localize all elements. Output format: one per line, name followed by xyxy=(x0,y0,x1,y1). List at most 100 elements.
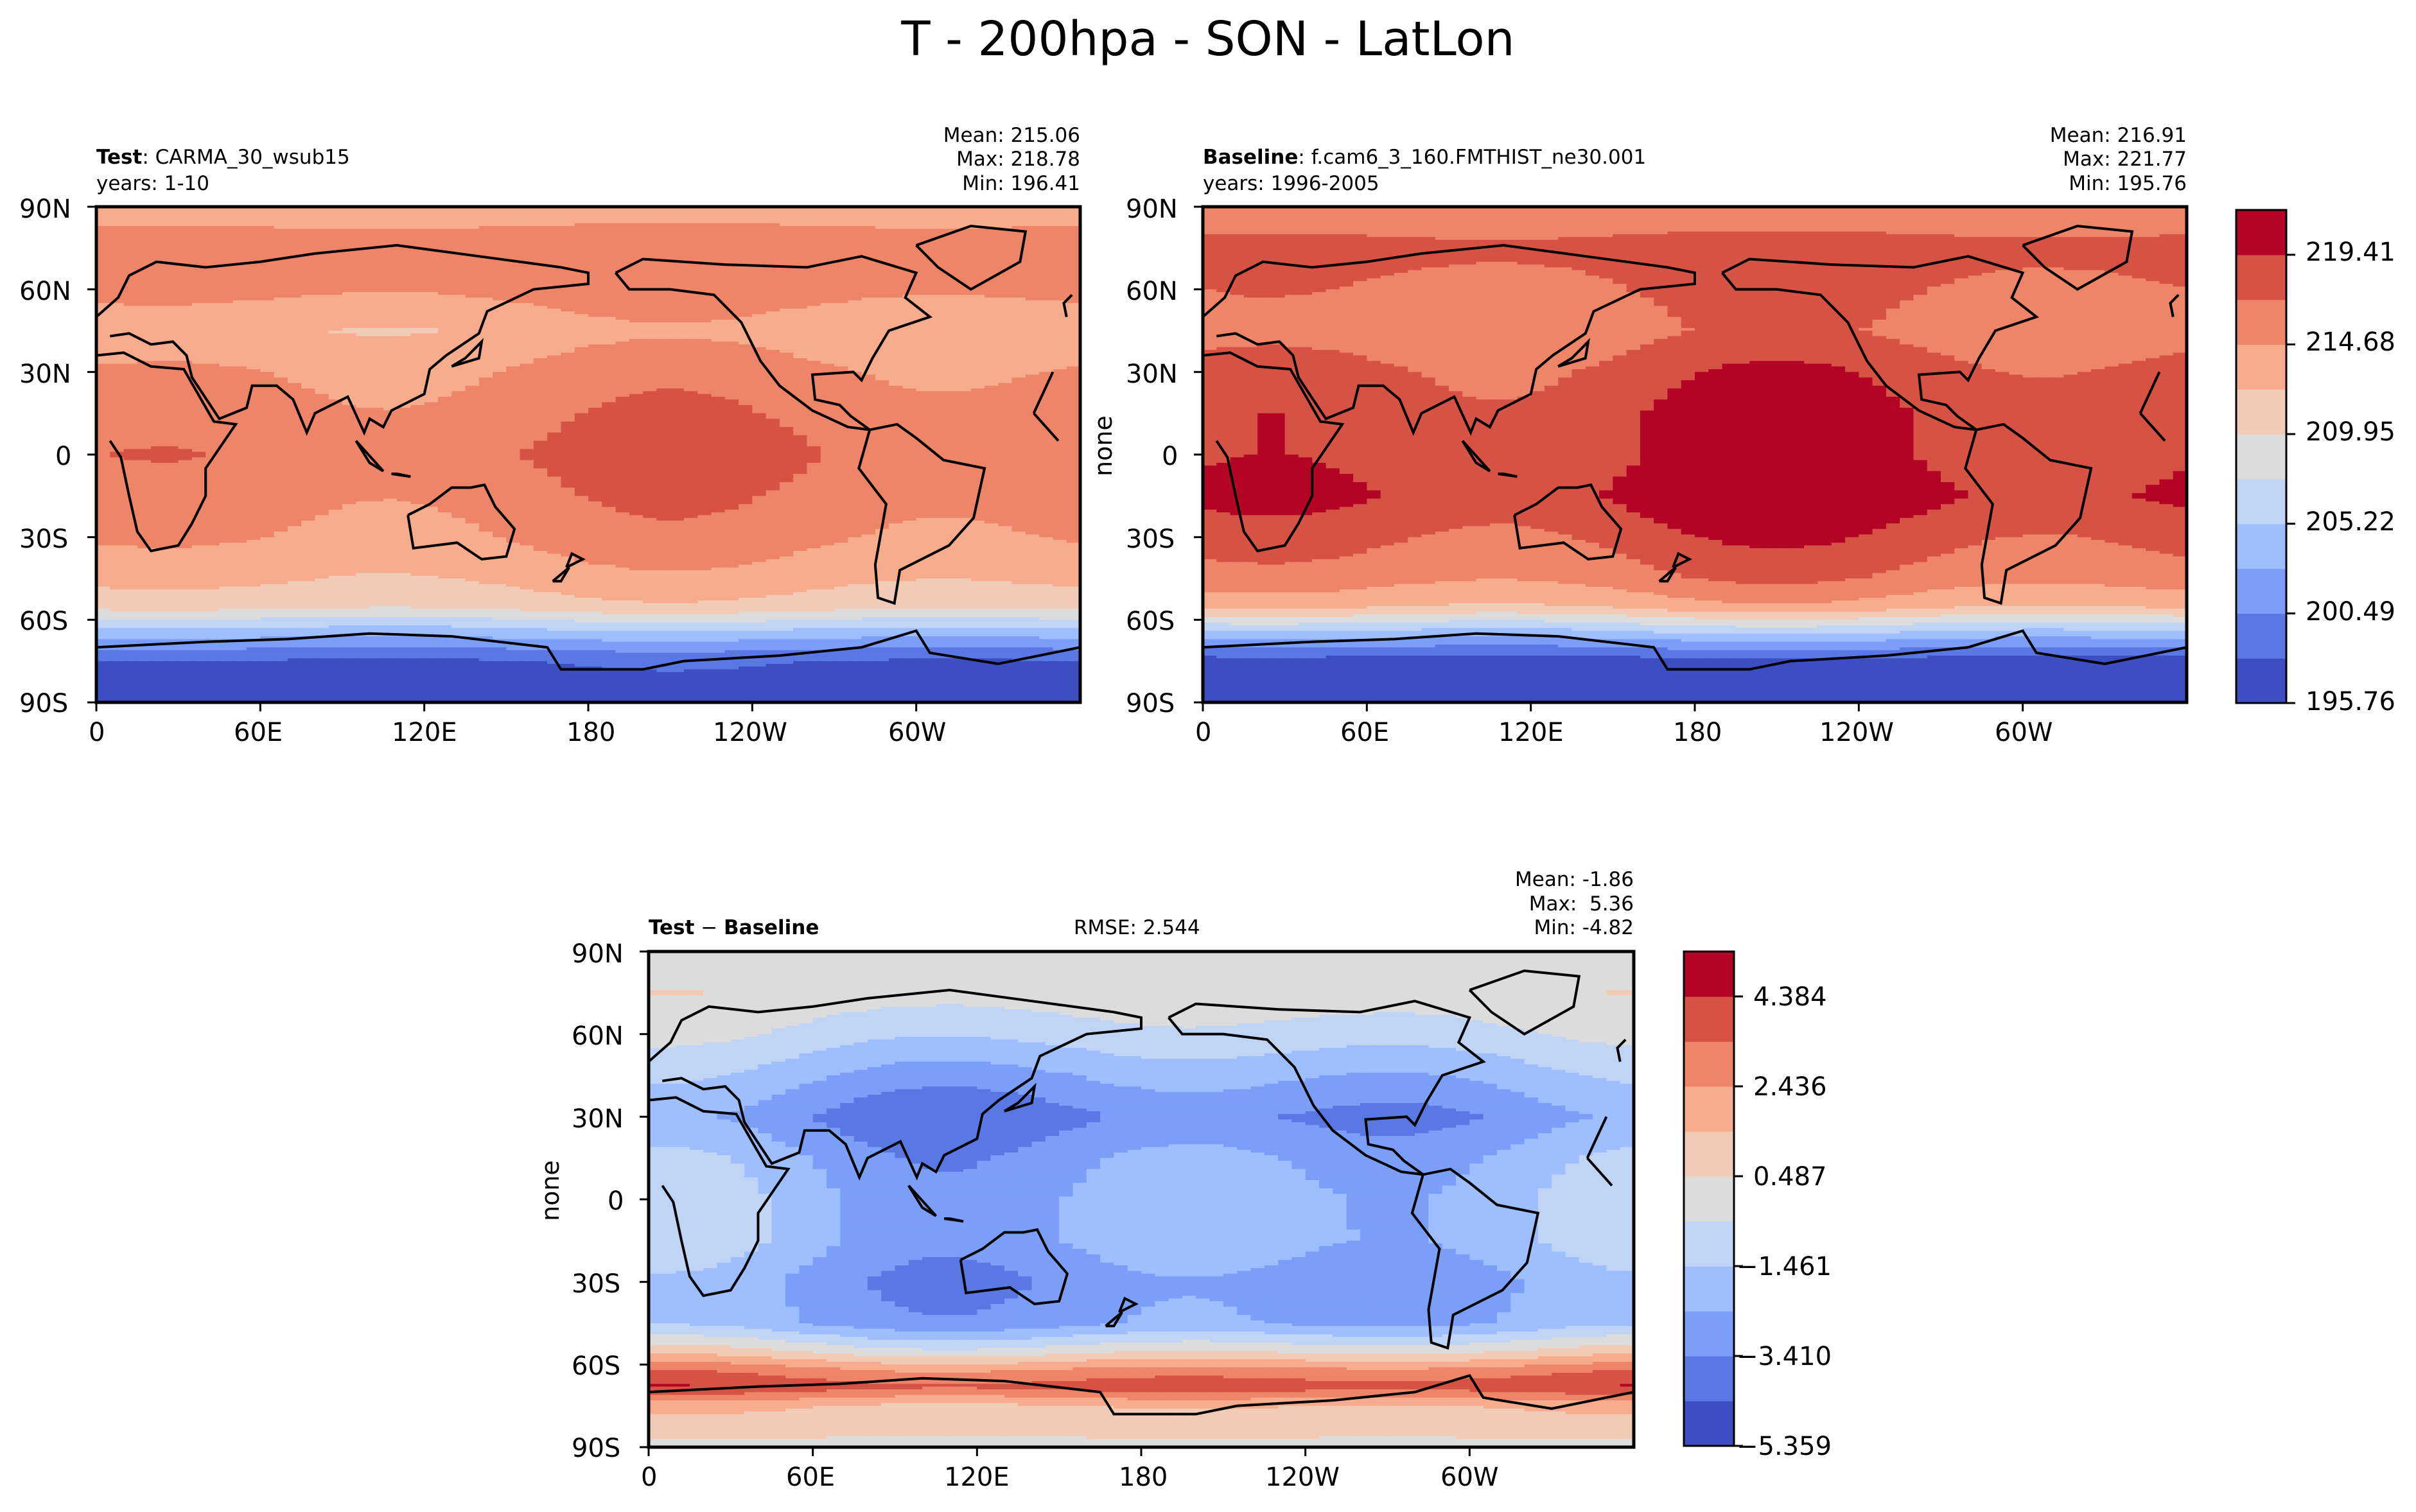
field-cell xyxy=(697,229,712,232)
field-cell xyxy=(383,289,398,293)
field-cell xyxy=(506,229,521,232)
field-cell xyxy=(274,336,288,340)
field-cell xyxy=(739,218,753,222)
field-cell xyxy=(629,253,643,257)
field-cell xyxy=(807,342,821,345)
field-cell xyxy=(574,322,589,326)
field-cell xyxy=(752,331,767,335)
field-cell xyxy=(506,220,521,224)
field-cell xyxy=(739,355,753,359)
field-cell xyxy=(96,342,111,345)
field-cell xyxy=(807,256,821,260)
field-cell xyxy=(164,209,179,213)
field-cell xyxy=(191,239,207,243)
field-cell xyxy=(219,281,234,284)
field-cell xyxy=(369,300,384,304)
field-cell xyxy=(779,311,794,315)
field-cell xyxy=(561,297,575,301)
field-cell xyxy=(861,218,876,222)
field-cell xyxy=(1025,350,1040,354)
field-cell xyxy=(383,239,398,243)
field-cell xyxy=(793,355,808,359)
field-cell xyxy=(493,317,507,320)
field-cell xyxy=(178,361,193,365)
field-cell xyxy=(752,344,767,348)
field-cell xyxy=(342,242,357,246)
field-cell xyxy=(123,248,138,252)
field-cell xyxy=(1025,319,1040,323)
field-cell xyxy=(287,259,302,263)
field-cell xyxy=(588,229,603,232)
field-cell xyxy=(301,366,316,370)
field-cell xyxy=(711,272,726,277)
field-cell xyxy=(315,317,329,320)
field-cell xyxy=(561,234,575,238)
field-cell xyxy=(520,231,534,235)
field-cell xyxy=(697,220,712,224)
field-cell xyxy=(191,358,207,361)
field-cell xyxy=(670,245,685,249)
field-cell xyxy=(902,311,917,315)
field-cell xyxy=(820,245,835,249)
field-cell xyxy=(260,250,275,254)
field-cell xyxy=(683,352,699,356)
field-cell xyxy=(424,336,439,340)
field-cell xyxy=(752,363,767,367)
field-cell xyxy=(206,231,220,235)
field-cell xyxy=(998,242,1013,246)
field-cell xyxy=(1039,220,1054,224)
field-cell xyxy=(1053,352,1067,356)
field-cell xyxy=(397,333,412,337)
field-cell xyxy=(328,317,343,320)
field-cell xyxy=(970,291,985,296)
field-cell xyxy=(670,300,685,304)
field-cell xyxy=(1066,350,1080,354)
field-cell xyxy=(848,278,862,282)
field-cell xyxy=(561,209,575,213)
field-cell xyxy=(260,284,275,288)
field-cell xyxy=(410,295,425,299)
field-cell xyxy=(752,275,767,279)
field-cell xyxy=(260,281,275,284)
field-cell xyxy=(943,237,958,241)
field-cell xyxy=(902,325,917,329)
field-cell xyxy=(520,278,534,282)
field-cell xyxy=(260,253,275,257)
field-cell xyxy=(929,281,945,284)
field-cell xyxy=(96,325,111,329)
field-cell xyxy=(383,275,398,279)
field-cell xyxy=(328,361,343,365)
field-cell xyxy=(123,306,138,309)
field-cell xyxy=(178,218,193,222)
field-cell xyxy=(724,245,739,249)
field-cell xyxy=(916,242,931,246)
field-cell xyxy=(985,331,999,335)
field-cell xyxy=(96,231,111,235)
field-cell xyxy=(206,352,220,356)
field-cell xyxy=(711,234,726,238)
field-cell xyxy=(957,325,972,329)
field-cell xyxy=(1066,237,1080,241)
field-cell xyxy=(424,314,439,318)
field-cell xyxy=(943,350,958,354)
field-cell xyxy=(766,366,780,370)
field-cell xyxy=(301,303,316,307)
field-cell xyxy=(739,311,753,315)
field-cell xyxy=(137,344,152,348)
field-cell xyxy=(315,214,329,218)
field-cell xyxy=(533,358,548,361)
field-cell xyxy=(123,214,138,218)
field-cell xyxy=(820,342,835,345)
field-cell xyxy=(766,308,780,312)
field-cell xyxy=(848,286,862,290)
field-cell xyxy=(1011,237,1026,241)
field-cell xyxy=(779,333,794,337)
field-cell xyxy=(779,242,794,246)
field-cell xyxy=(561,239,575,243)
field-cell xyxy=(574,347,589,351)
field-cell xyxy=(315,223,329,227)
field-cell xyxy=(506,303,521,307)
field-cell xyxy=(287,344,302,348)
field-cell xyxy=(219,303,234,307)
field-cell xyxy=(711,214,726,218)
